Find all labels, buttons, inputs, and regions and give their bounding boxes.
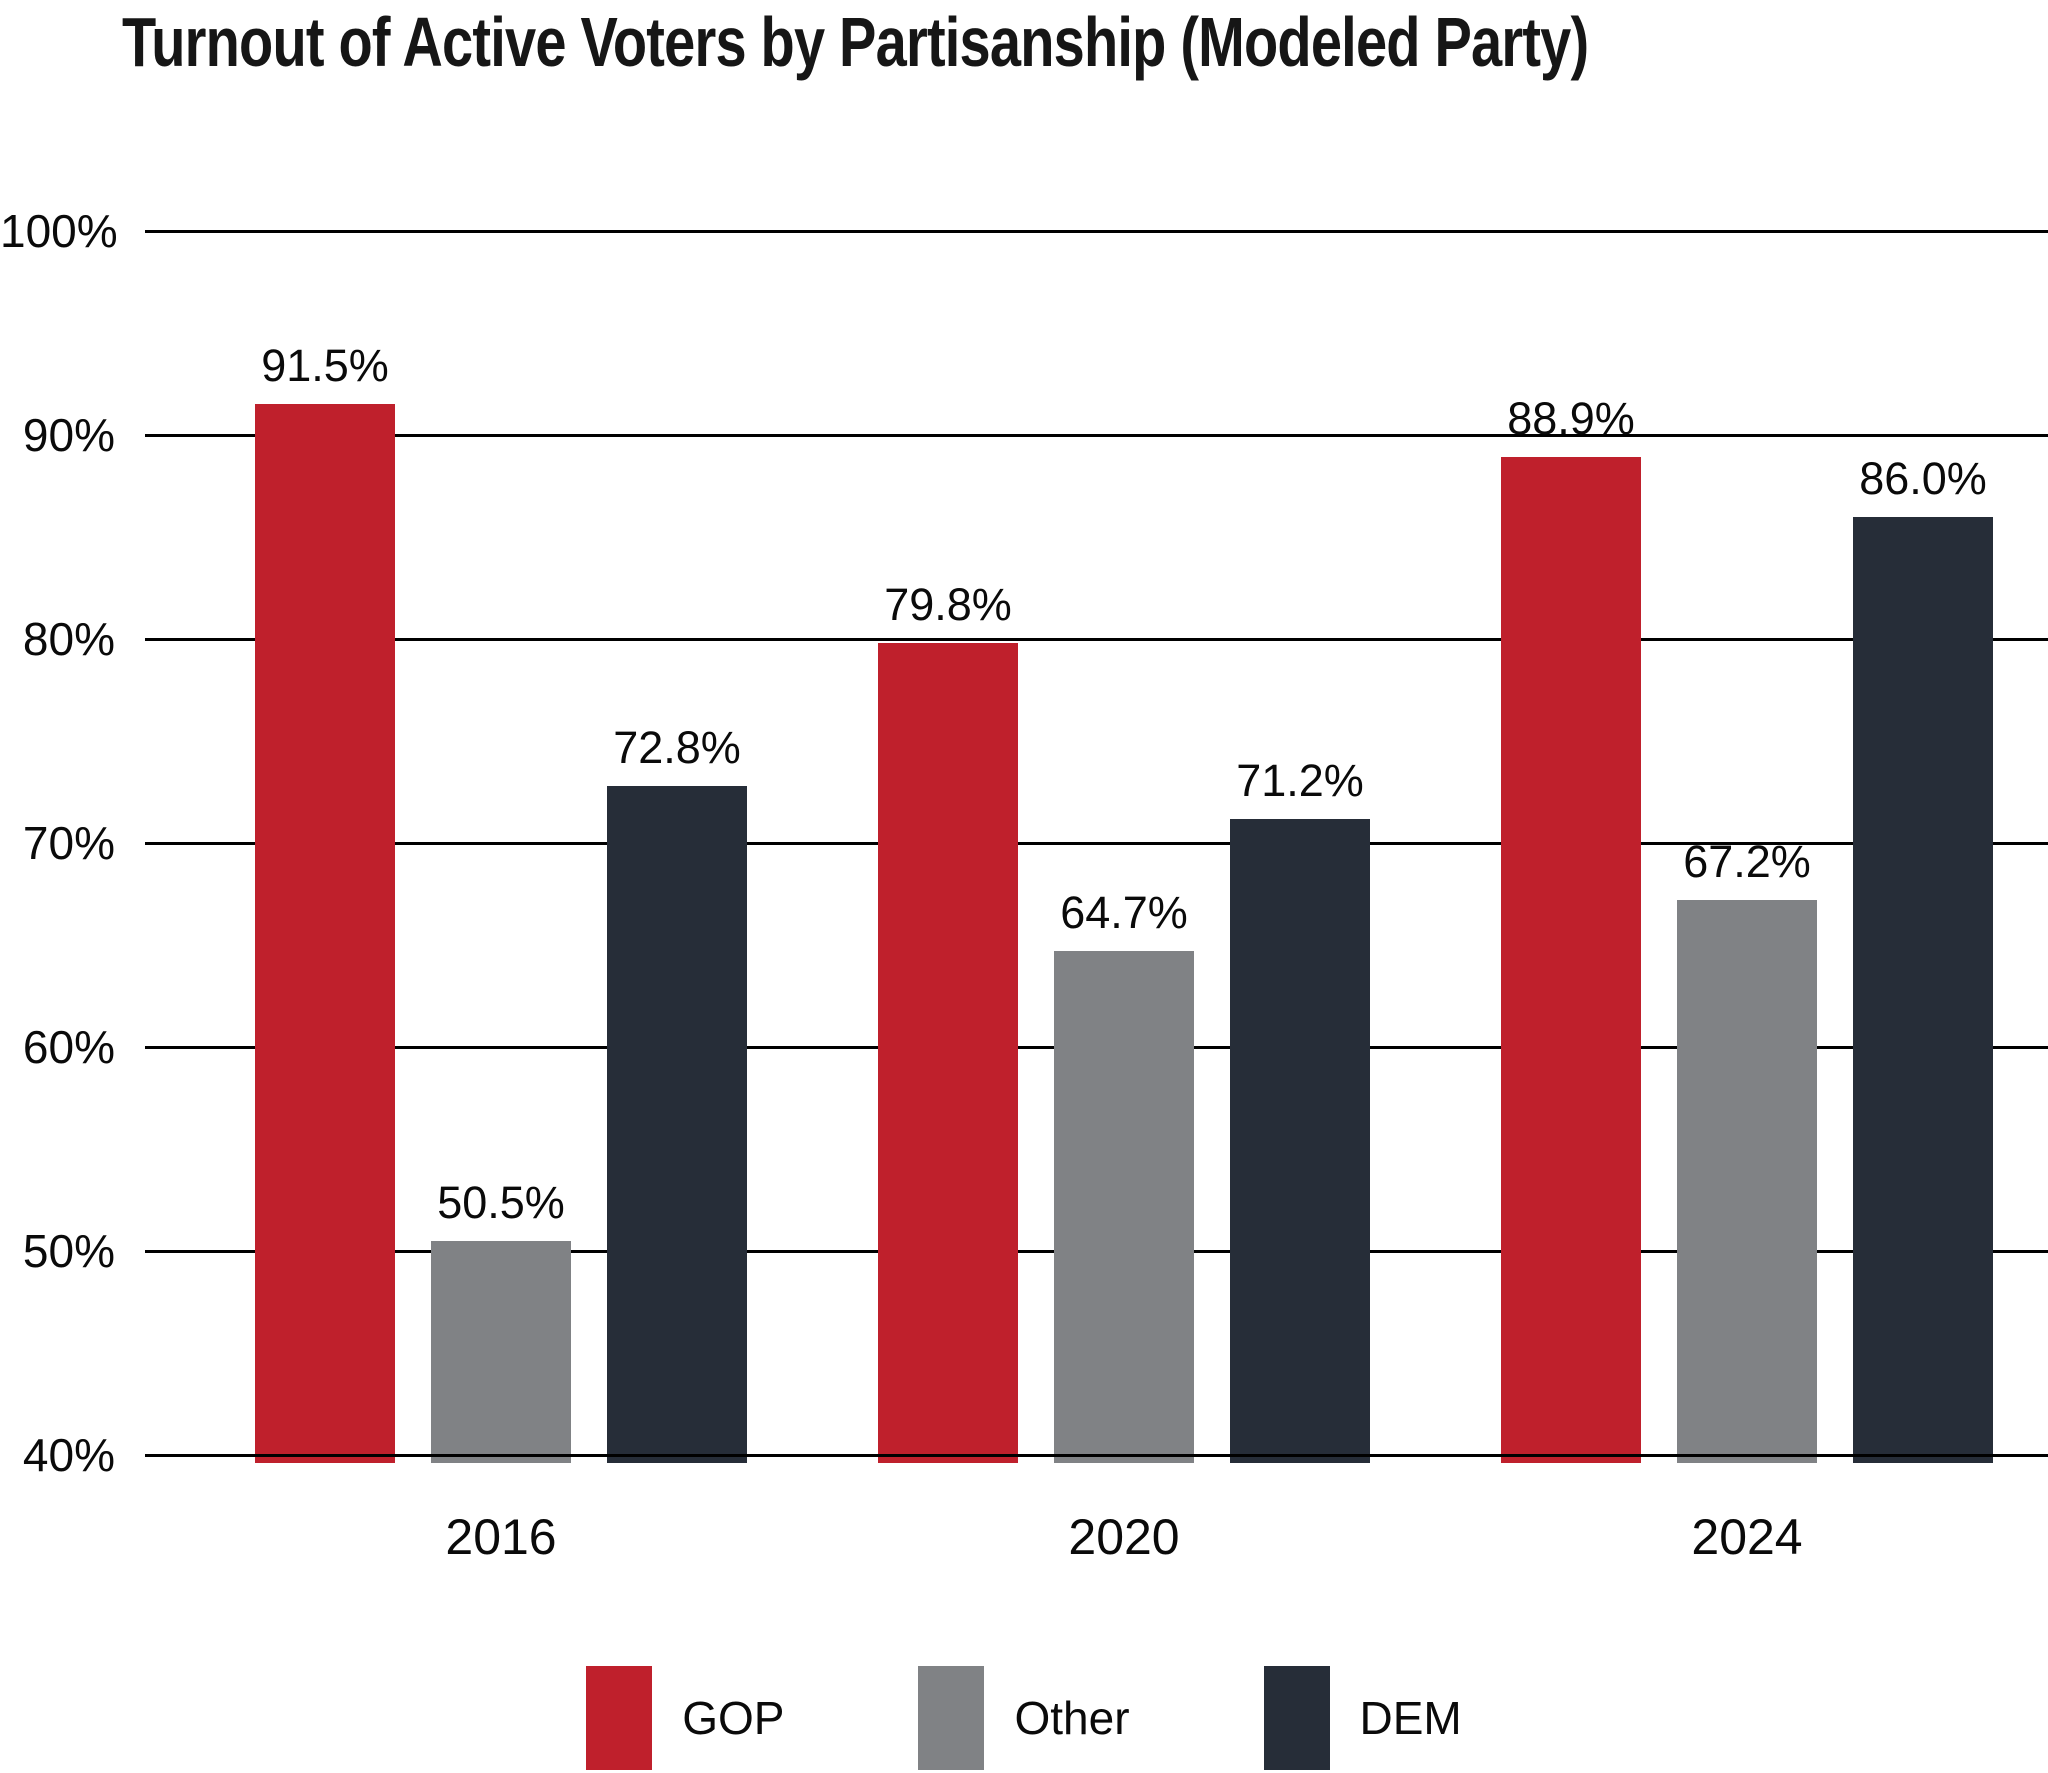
bar-gop-2024 [1501, 457, 1641, 1463]
ytick-90: 90% [22, 409, 115, 461]
ytick-100: 100% [0, 205, 118, 257]
gridline-70 [145, 841, 2048, 845]
bar-gop-2020 [878, 643, 1018, 1463]
ytick-50: 50% [22, 1225, 115, 1277]
gridline-80 [145, 637, 2048, 641]
ytick-60: 60% [22, 1021, 115, 1073]
legend-item-dem: DEM [1263, 1666, 1462, 1770]
value-label-other-2020: 64.7% [1060, 887, 1188, 939]
legend: GOP Other DEM [0, 1666, 2048, 1770]
value-label-other-2024: 67.2% [1683, 836, 1811, 888]
chart-title: Turnout of Active Voters by Partisanship… [122, 3, 1589, 81]
value-label-dem-2020: 71.2% [1236, 754, 1364, 806]
bar-gop-2016 [255, 404, 395, 1463]
ytick-70: 70% [22, 817, 115, 869]
legend-item-other: Other [918, 1666, 1130, 1770]
legend-item-gop: GOP [586, 1666, 784, 1770]
bar-other-2024 [1677, 900, 1817, 1463]
bar-dem-2020 [1230, 818, 1370, 1463]
legend-swatch-other [918, 1666, 985, 1770]
ytick-80: 80% [22, 613, 115, 665]
xtick-2016: 2016 [445, 1509, 557, 1565]
xtick-2024: 2024 [1691, 1509, 1803, 1565]
legend-label-dem: DEM [1359, 1692, 1462, 1744]
bar-other-2016 [431, 1240, 571, 1463]
bar-other-2020 [1054, 951, 1194, 1463]
xtick-2020: 2020 [1068, 1509, 1180, 1565]
value-label-dem-2024: 86.0% [1859, 452, 1987, 504]
legend-label-other: Other [1014, 1692, 1130, 1744]
value-label-dem-2016: 72.8% [613, 721, 741, 773]
legend-swatch-gop [586, 1666, 653, 1770]
x-axis-baseline [145, 1453, 2048, 1457]
value-label-other-2016: 50.5% [437, 1176, 565, 1228]
gridline-100 [145, 229, 2048, 233]
value-label-gop-2024: 88.9% [1507, 393, 1635, 445]
value-label-gop-2020: 79.8% [884, 579, 1012, 631]
value-label-gop-2016: 91.5% [261, 340, 389, 392]
ytick-40: 40% [22, 1429, 115, 1481]
gridline-90 [145, 433, 2048, 437]
bar-dem-2016 [607, 785, 747, 1463]
legend-label-gop: GOP [682, 1692, 785, 1744]
bar-dem-2024 [1853, 516, 1993, 1463]
legend-swatch-dem [1263, 1666, 1330, 1770]
